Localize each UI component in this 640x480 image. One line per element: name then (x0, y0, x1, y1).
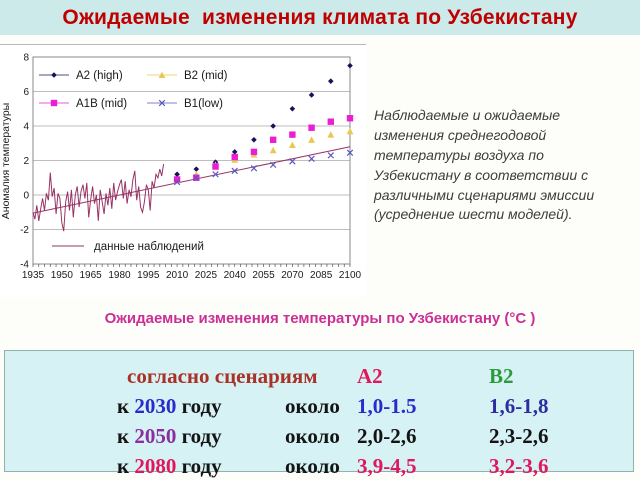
scenario-table: согласно сценариям А2 В2 к 2030 году око… (4, 350, 634, 478)
y-tick-label: 8 (23, 53, 29, 64)
x-tick-label: 1950 (51, 270, 74, 281)
x-tick-label: 2085 (310, 270, 333, 281)
y-tick-label: 6 (23, 87, 29, 98)
row-label: к 2080 году (117, 453, 222, 478)
y-tick-label: -4 (20, 260, 29, 271)
y-tick-label: 0 (23, 191, 29, 202)
page-title: Ожидаемые изменения климата по Узбекиста… (62, 5, 578, 29)
series-B2mid (173, 127, 354, 184)
row-year: 2050 (134, 423, 177, 448)
row-b2-value: 1,6-1,8 (489, 393, 549, 418)
x-tick-label: 2025 (195, 270, 218, 281)
row-approx: около (285, 423, 340, 448)
x-tick-label: 2055 (252, 270, 275, 281)
y-tick-label: 4 (23, 122, 29, 133)
legend: A2 (high) B2 (mid) A1B (mid) B1(low) данные … (39, 70, 228, 253)
trend-line (32, 146, 351, 214)
table-subtitle: Ожидаемые изменения температуры по Узбек… (104, 310, 536, 327)
chart-description: Наблюдаемые и ожидаемые изменения средне… (374, 107, 595, 223)
x-tick-label: 1980 (108, 270, 131, 281)
series-A1Bmid (173, 115, 354, 183)
header-b2: В2 (489, 363, 514, 388)
x-tick-label: 2010 (166, 270, 189, 281)
row-approx: около (285, 393, 340, 418)
row-a2-value: 2,0-2,6 (357, 423, 417, 448)
y-axis-title: Аномалия температуры (0, 103, 12, 219)
row-b2-value: 3,2-3,6 (489, 453, 549, 478)
series-B1low (173, 149, 354, 186)
legend-label-observed: данные наблюдений (94, 241, 204, 253)
x-tick-label: 1995 (137, 270, 160, 281)
row-label: к 2050 году (117, 423, 222, 448)
row-a2-value: 1,0-1.5 (357, 393, 417, 418)
row-year: 2030 (134, 393, 177, 418)
y-tick-label: -2 (20, 225, 29, 236)
y-tick-label: 2 (23, 156, 29, 167)
row-b2-value: 2,3-2,6 (489, 423, 549, 448)
gridlines: -4 -2 0 2 4 6 8 (20, 53, 350, 271)
x-axis: 1935 1950 1965 1980 1995 2010 2025 2040 2055 2070… (22, 264, 362, 281)
header-a2: А2 (357, 363, 383, 388)
climate-chart: -4 -2 0 2 4 6 8 1935 1950 1965 1980 1995 2010 2025 204… (0, 44, 366, 297)
row-a2-value: 3,9-4,5 (357, 453, 417, 478)
climate-chart-svg: -4 -2 0 2 4 6 8 1935 1950 1965 1980 1995 2010 2025 204… (0, 53, 362, 282)
x-tick-label: 1935 (22, 270, 45, 281)
legend-label: B2 (mid) (184, 70, 228, 82)
row-year: 2080 (134, 453, 177, 478)
table-header-row: согласно сценариям А2 В2 (5, 361, 633, 391)
legend-label: A1B (mid) (76, 98, 127, 110)
x-tick-label: 2070 (281, 270, 304, 281)
x-tick-label: 1965 (80, 270, 103, 281)
row-label: к 2030 году (117, 393, 222, 418)
table-row: к 2050 году около 2,0-2,6 2,3-2,6 (5, 421, 633, 451)
plot-border (32, 56, 351, 265)
legend-label: B1(low) (184, 98, 223, 110)
row-approx: около (285, 453, 340, 478)
observed-line (32, 163, 165, 232)
table-row: к 2080 году около 3,9-4,5 3,2-3,6 (5, 451, 633, 480)
legend-label: A2 (high) (76, 70, 123, 82)
x-tick-label: 2100 (339, 270, 362, 281)
x-tick-label: 2040 (224, 270, 247, 281)
table-row: к 2030 году около 1,0-1.5 1,6-1,8 (5, 391, 633, 421)
header-scenario-label: согласно сценариям (127, 363, 318, 388)
title-banner: Ожидаемые изменения климата по Узбекиста… (0, 0, 640, 35)
